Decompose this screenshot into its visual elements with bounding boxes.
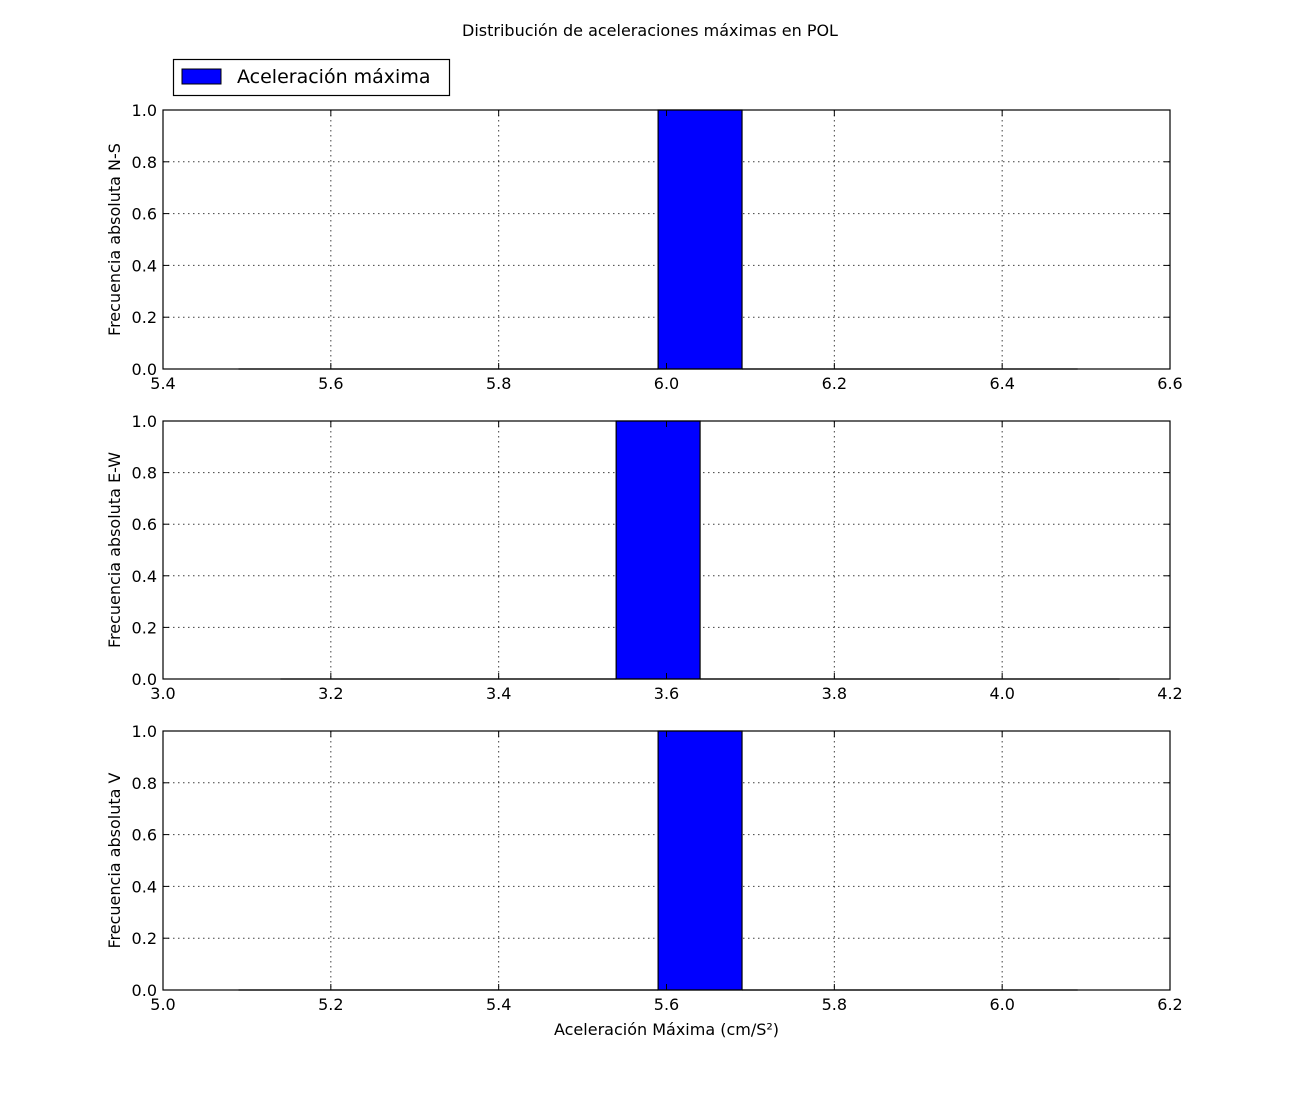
x-tick-label: 6.0 xyxy=(989,995,1014,1014)
x-tick-label: 6.2 xyxy=(1157,995,1182,1014)
y-tick-label: 0.6 xyxy=(132,826,157,845)
x-tick-label: 4.0 xyxy=(989,684,1014,703)
y-tick-label: 0.2 xyxy=(132,618,157,637)
histogram-bar xyxy=(657,730,743,991)
x-axis-label: Aceleración Máxima (cm/S²) xyxy=(554,1020,779,1039)
y-tick-label: 0.2 xyxy=(132,308,157,327)
y-tick-label: 0.6 xyxy=(132,515,157,534)
y-tick-label: 0.8 xyxy=(132,464,157,483)
y-axis-label: Frecuencia absoluta V xyxy=(105,772,124,948)
x-tick-label: 3.4 xyxy=(486,684,511,703)
y-axis-label: Frecuencia absoluta N-S xyxy=(105,143,124,336)
subplot-2: 3.0 3.2 3.4 3.6 3.8 4.0 4.2 0.0 0.2 0.4 0.6 0.8 1.0 F… xyxy=(105,412,1183,703)
y-tick-label: 0.4 xyxy=(132,877,157,896)
histogram-bar xyxy=(657,109,743,370)
y-tick-label: 0.4 xyxy=(132,256,157,275)
y-axis-label: Frecuencia absoluta E-W xyxy=(105,452,124,648)
y-tick-label: 0.2 xyxy=(132,929,157,948)
x-tick-label: 5.2 xyxy=(318,995,343,1014)
x-tick-label: 6.4 xyxy=(989,374,1014,393)
legend: Aceleración máxima xyxy=(172,58,451,97)
x-tick-label: 6.0 xyxy=(654,374,679,393)
x-tick-label: 5.0 xyxy=(150,995,175,1014)
y-tick-label: 0.0 xyxy=(132,360,157,379)
x-tick-label: 6.6 xyxy=(1157,374,1182,393)
y-tick-label: 0.0 xyxy=(132,981,157,1000)
x-tick-label: 5.4 xyxy=(150,374,175,393)
y-tick-label: 0.8 xyxy=(132,774,157,793)
x-tick-label: 3.6 xyxy=(654,684,679,703)
x-tick-label: 6.2 xyxy=(822,374,847,393)
x-tick-label: 5.6 xyxy=(654,995,679,1014)
x-tick-label: 5.8 xyxy=(486,374,511,393)
x-tick-label: 5.8 xyxy=(822,995,847,1014)
x-tick-label: 5.6 xyxy=(318,374,343,393)
histogram-bar xyxy=(615,420,701,680)
x-tick-label: 5.4 xyxy=(486,995,511,1014)
x-tick-label: 3.2 xyxy=(318,684,343,703)
y-tick-label: 0.4 xyxy=(132,567,157,586)
x-tick-label: 3.0 xyxy=(150,684,175,703)
subplot-3: 5.0 5.2 5.4 5.6 5.8 6.0 6.2 0.0 0.2 0.4 0.6 0.8 1.0 F… xyxy=(105,722,1183,1039)
y-tick-label: 1.0 xyxy=(132,412,157,431)
legend-label: Aceleración máxima xyxy=(237,66,430,88)
x-tick-label: 4.2 xyxy=(1157,684,1182,703)
figure-title: Distribución de aceleraciones máximas en… xyxy=(462,21,838,40)
legend-swatch xyxy=(181,68,222,85)
y-tick-label: 0.0 xyxy=(132,670,157,689)
y-tick-label: 0.8 xyxy=(132,153,157,172)
y-tick-label: 1.0 xyxy=(132,101,157,120)
y-tick-label: 0.6 xyxy=(132,205,157,224)
x-tick-label: 3.8 xyxy=(822,684,847,703)
subplot-1: 5.4 5.6 5.8 6.0 6.2 6.4 6.6 0.0 0.2 0.4 0.6 0.8 1.0 F… xyxy=(105,101,1183,393)
y-tick-label: 1.0 xyxy=(132,722,157,741)
